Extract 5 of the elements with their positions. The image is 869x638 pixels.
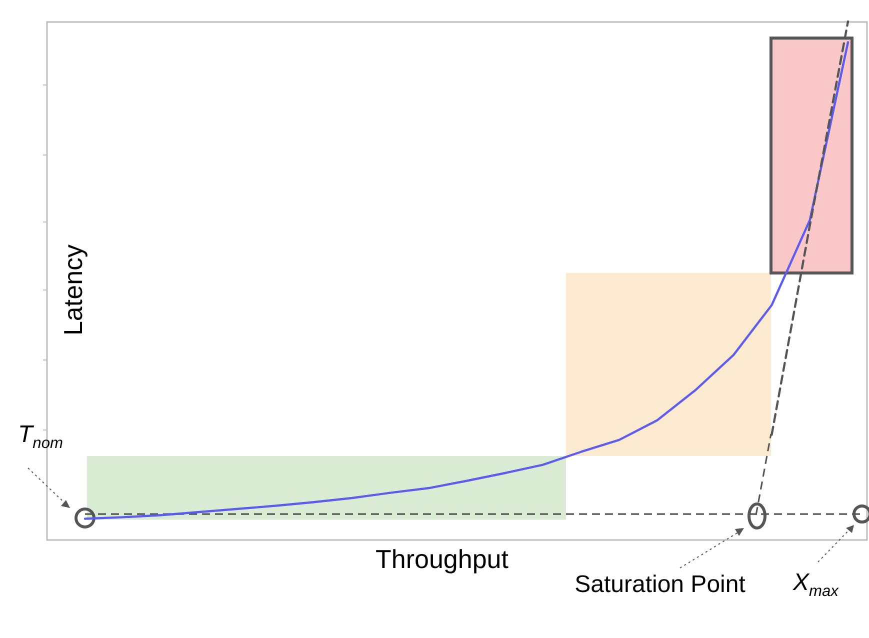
text: X$_{max}$ xyxy=(792,569,840,600)
x-axis-title: Throughput xyxy=(376,544,510,574)
annotation: T$_{nom}$ xyxy=(18,421,64,452)
text: Saturation Point xyxy=(574,571,746,598)
y-axis-title: Latency xyxy=(58,244,88,336)
